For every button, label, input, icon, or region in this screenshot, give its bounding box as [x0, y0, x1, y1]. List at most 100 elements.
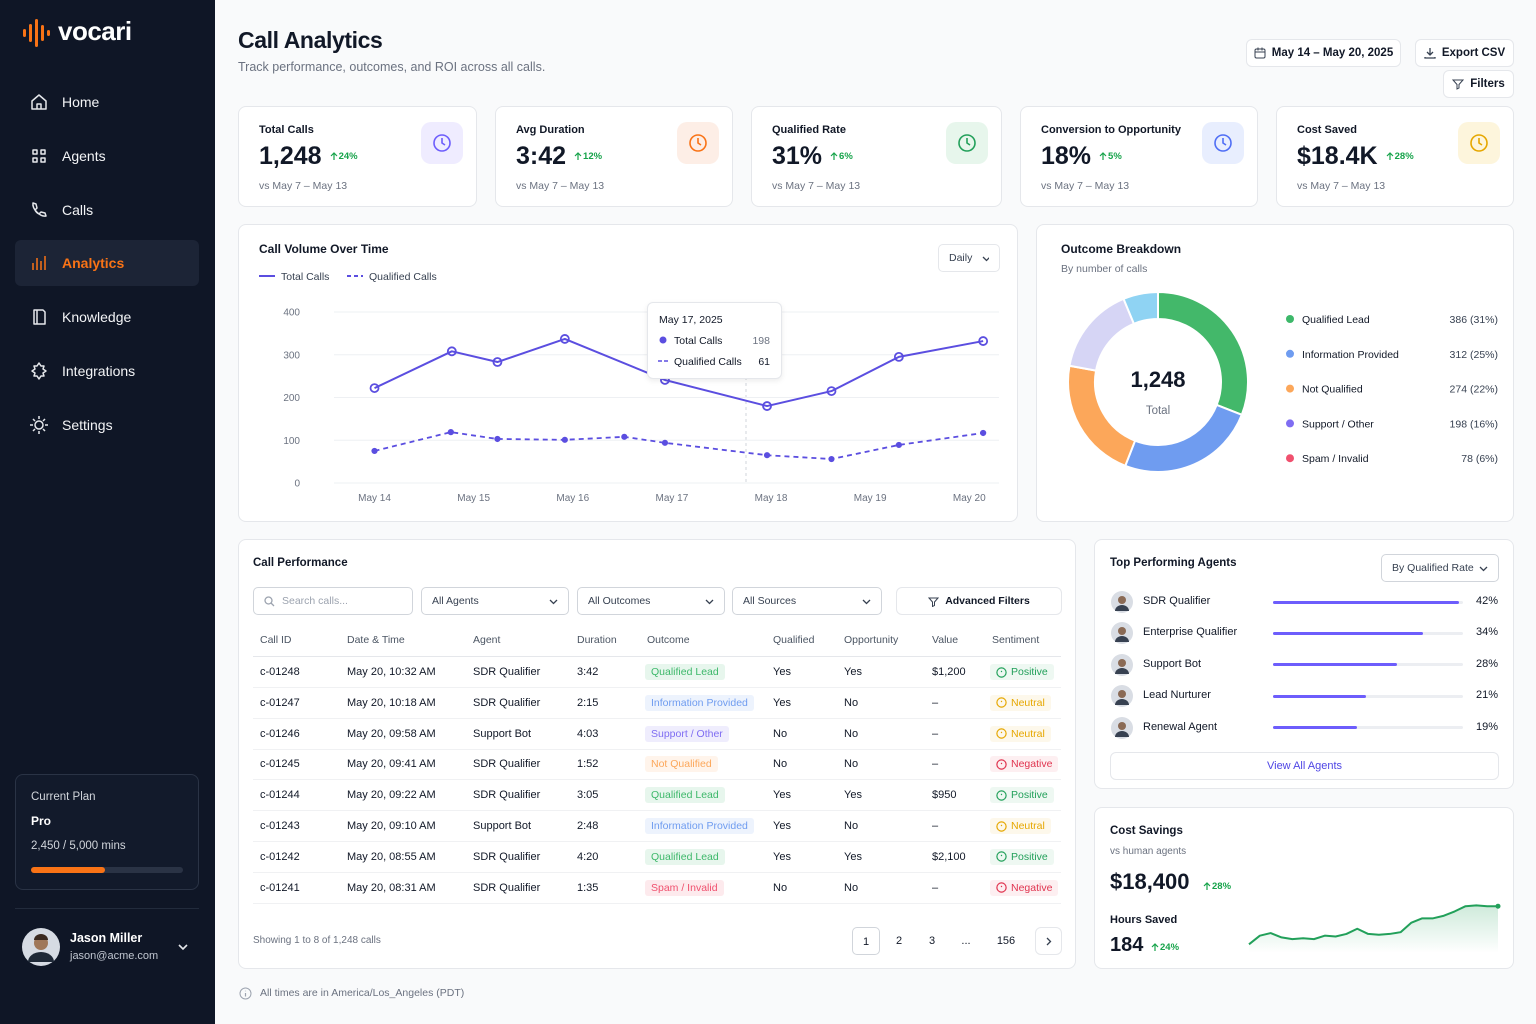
- agent-avatar: [1111, 653, 1133, 676]
- value-label: 78 (6%): [1461, 453, 1498, 465]
- filter-dropdown[interactable]: All Agents: [421, 587, 569, 615]
- table-cell: May 20, 09:22 AM: [347, 789, 436, 802]
- sentiment-label: Positive: [1011, 666, 1048, 678]
- nav-item[interactable]: Calls: [15, 187, 199, 233]
- interval-dropdown[interactable]: Daily: [938, 244, 1000, 272]
- filters-button[interactable]: Filters: [1443, 70, 1514, 98]
- icon-path: [32, 201, 47, 217]
- page-button[interactable]: 3: [928, 935, 936, 947]
- user-email: jason@acme.com: [70, 950, 159, 962]
- export-button[interactable]: Export CSV: [1415, 39, 1514, 67]
- sentiment-label: Negative: [1011, 758, 1053, 771]
- table-cell: SDR Qualifier: [473, 696, 541, 709]
- advanced-filters-button[interactable]: Advanced Filters: [896, 587, 1062, 615]
- chevron-path: [1046, 937, 1052, 945]
- user-menu[interactable]: [177, 941, 189, 953]
- chevron: [982, 256, 989, 261]
- table-cell: –: [932, 696, 939, 709]
- nav-item[interactable]: Knowledge: [15, 294, 199, 340]
- change-value: 28%: [1394, 151, 1414, 162]
- sentiment-icon: [996, 759, 1007, 770]
- page-button[interactable]: 1: [852, 927, 880, 955]
- x-tick-label: May 14: [358, 493, 391, 504]
- bar-track: [1273, 663, 1463, 667]
- outcome-badge: Qualified Lead: [645, 787, 725, 804]
- table-cell: May 20, 09:10 AM: [347, 820, 436, 832]
- table-cell: Yes: [773, 820, 791, 832]
- table-cell: May 20, 08:31 AM: [347, 881, 436, 894]
- cost-savings-card: Cost Savings vs human agents $18,400 28%…: [1094, 807, 1514, 969]
- kpi-label: Cost Saved: [1297, 124, 1357, 136]
- sentiment-icon: [996, 789, 1007, 801]
- change-value: 12%: [583, 151, 603, 162]
- call-volume-card: Call Volume Over Time Daily 0 100 200 300 40…: [238, 224, 1018, 522]
- kpi-change: 24%: [330, 151, 358, 162]
- kpi-value: 3:42: [516, 142, 567, 170]
- search-input[interactable]: Search calls...: [253, 587, 413, 615]
- nav-item[interactable]: Integrations: [15, 348, 199, 394]
- value-label: 28%: [1475, 657, 1498, 670]
- value-label: 386 (31%): [1450, 314, 1498, 326]
- nav-icon: [32, 149, 46, 163]
- icon-eyes: [1000, 855, 1003, 857]
- page-button[interactable]: ...: [961, 935, 971, 947]
- sort-dropdown[interactable]: By Qualified Rate: [1381, 554, 1499, 582]
- nav-item[interactable]: Home: [15, 79, 199, 125]
- plan-name: Pro: [31, 814, 52, 828]
- nav-item[interactable]: Settings: [15, 402, 199, 448]
- icon-path: [33, 309, 46, 325]
- table-cell: –: [932, 881, 939, 894]
- savings-sparkline: [1248, 903, 1501, 953]
- filter-dropdown[interactable]: All Sources: [732, 587, 882, 615]
- change-value: 24%: [338, 151, 358, 162]
- tooltip-date: May 17, 2025: [659, 314, 723, 326]
- bar-track: [1273, 631, 1463, 635]
- icon-circle: [996, 728, 1007, 739]
- nav-item[interactable]: Agents: [15, 133, 199, 179]
- icon-circle: [996, 789, 1007, 801]
- up-arrow: [574, 152, 582, 160]
- next-page-button[interactable]: [1035, 927, 1062, 955]
- kpi-compare: vs May 7 – May 13: [259, 180, 348, 192]
- chart-title: Call Volume Over Time: [259, 242, 389, 256]
- icon-circle: [1214, 134, 1232, 152]
- table-cell: Yes: [844, 666, 862, 678]
- filter-label: All Outcomes: [588, 595, 651, 607]
- brand: vocari: [58, 16, 132, 46]
- y-tick-label: 400: [283, 308, 300, 319]
- view-all-button[interactable]: View All Agents: [1110, 752, 1499, 780]
- table-cell: SDR Qualifier: [473, 666, 541, 678]
- change-value: 6%: [839, 151, 853, 162]
- agent-avatar: [1111, 622, 1133, 645]
- outcome-badge: Information Provided: [645, 694, 754, 711]
- row-divider: [253, 687, 1061, 688]
- legend-label: Total Calls: [281, 271, 329, 283]
- page-button[interactable]: 156: [996, 935, 1016, 947]
- legend-label: Qualified Lead: [1302, 314, 1370, 326]
- table-cell: $1,200: [932, 666, 966, 678]
- y-tick-label: 100: [283, 436, 300, 447]
- donut-chart: 1,248 Total Qualified Lead 386 (31%) Infor…: [1067, 290, 1498, 473]
- nav-icon: [32, 256, 46, 271]
- table-cell: No: [844, 758, 859, 771]
- date-range-button[interactable]: May 14 – May 20, 2025: [1246, 39, 1401, 67]
- footnote: All times are in America/Los_Angeles (PD…: [260, 987, 465, 999]
- nav-item[interactable]: Analytics: [15, 240, 199, 287]
- kpi-change: 6%: [830, 151, 853, 162]
- page-button[interactable]: 2: [895, 935, 903, 947]
- table-cell: Yes: [844, 789, 862, 802]
- sentiment-label: Positive: [1011, 850, 1048, 863]
- filter-dropdown[interactable]: All Outcomes: [577, 587, 725, 615]
- column-header: Outcome: [647, 634, 690, 646]
- table-cell: SDR Qualifier: [473, 881, 541, 894]
- chevron: [705, 599, 714, 604]
- donut-total-label: Total: [1146, 405, 1170, 417]
- icon-circle: [996, 697, 1007, 708]
- value-label: 312 (25%): [1450, 349, 1498, 361]
- sentiment-badge: Neutral: [990, 818, 1051, 834]
- agent-avatar: [1111, 716, 1133, 739]
- date-range: May 14 – May 20, 2025: [1271, 47, 1394, 59]
- kpi-change: 5%: [1099, 151, 1122, 162]
- table-cell: 2:48: [577, 820, 599, 832]
- up-arrow: [1099, 152, 1107, 160]
